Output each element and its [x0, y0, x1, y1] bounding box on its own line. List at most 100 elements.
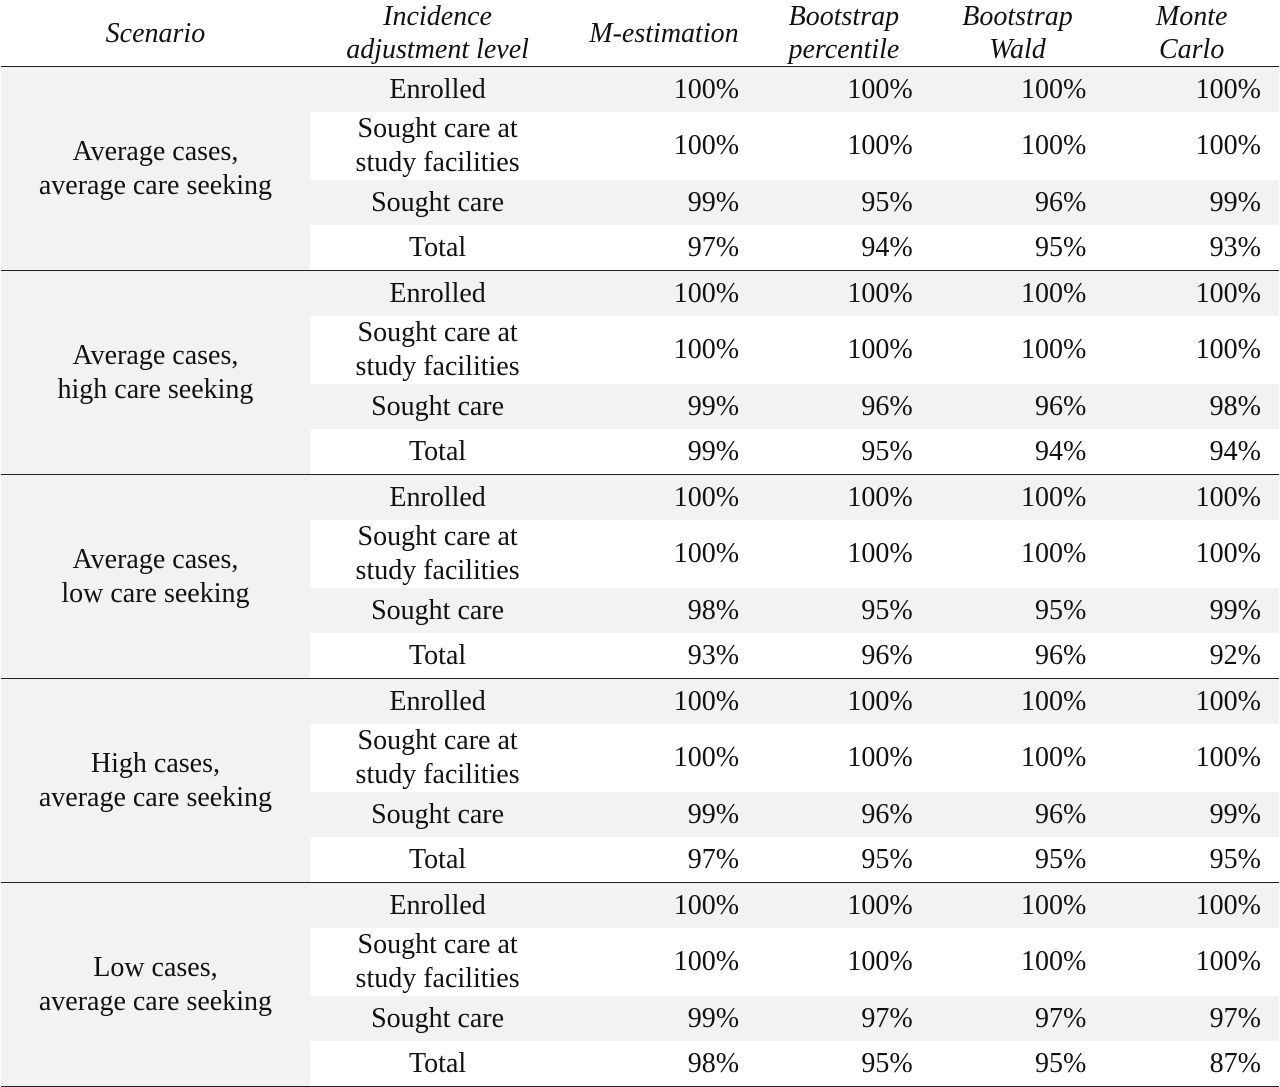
value-cell-m-estimation: 100% — [565, 270, 758, 316]
level-cell-sought-care-at-study-facilities: Sought care at study facilities — [310, 724, 565, 792]
table-row: Sought care at study facilities 100% 100% 10… — [1, 520, 1279, 588]
table-row: Total 97% 95% 95% 95% — [1, 837, 1279, 883]
value-cell-monte-carlo: 100% — [1195, 946, 1261, 977]
table-row: Sought care at study facilities 100% 100% 10… — [1, 724, 1279, 792]
header-adjustment-level: Incidence adjustment level — [309, 0, 566, 67]
level-cell-sought-care: Sought care — [309, 588, 566, 633]
value-cell-bootstrap-percentile: 100% — [847, 946, 913, 977]
value-cell-m-estimation: 99% — [565, 384, 758, 429]
value-cell-monte-carlo: 98% — [1104, 384, 1279, 429]
level-label: study facilities — [355, 963, 520, 994]
value-cell-bootstrap-wald: 95% — [930, 1041, 1105, 1087]
value-cell-m-estimation: 100% — [673, 334, 740, 365]
value-cell-bootstrap-percentile: 97% — [757, 996, 931, 1041]
scenario-label: high care seeking — [57, 373, 254, 405]
header-m-estimation: M-estimation — [565, 0, 758, 67]
level-label: Sought care at — [357, 725, 518, 756]
value-cell-bootstrap-percentile: 100% — [847, 538, 913, 569]
value-cell-m-estimation: 99% — [565, 792, 758, 837]
level-label: study facilities — [355, 555, 520, 586]
value-cell-bootstrap-percentile: 94% — [757, 225, 931, 271]
level-cell-total: Total — [309, 837, 566, 883]
value-cell-monte-carlo: 95% — [1104, 837, 1279, 883]
level-label: Total — [409, 639, 467, 671]
level-label: Total — [409, 435, 467, 467]
table-row: Average cases, low care seeking Enrolled 10… — [1, 474, 1279, 679]
scenario-label: average care seeking — [38, 985, 273, 1017]
value-cell-bootstrap-percentile: 100% — [847, 334, 913, 365]
table-row: Sought care 98% 95% 95% 99% — [1, 588, 1279, 633]
table-row: Total 98% 95% 95% 87% — [1, 1041, 1279, 1087]
header-scenario: Scenario — [1, 0, 310, 67]
value-cell-m-estimation: 100% — [673, 538, 740, 569]
table-row: Sought care at study facilities 100% 100% 10… — [1, 112, 1279, 180]
value-cell-bootstrap-percentile: 96% — [757, 792, 931, 837]
level-label: Total — [409, 231, 467, 263]
level-cell-sought-care: Sought care — [309, 792, 566, 837]
level-label: Sought care — [371, 390, 505, 422]
value-cell-bootstrap-percentile: 100% — [757, 678, 931, 724]
value-cell-monte-carlo: 100% — [1195, 742, 1261, 773]
level-label: study facilities — [355, 351, 520, 382]
table-row: Sought care 99% 95% 96% 99% — [1, 180, 1279, 225]
value-cell-bootstrap-percentile: 95% — [757, 588, 931, 633]
level-cell-sought-care: Sought care — [309, 180, 566, 225]
table-row: Total 93% 96% 96% 92% — [1, 633, 1279, 679]
scenario-label: Average cases, — [72, 543, 239, 575]
value-cell-bootstrap-percentile: 100% — [757, 882, 931, 928]
level-cell-sought-care-at-study-facilities: Sought care at study facilities — [310, 112, 565, 180]
value-cell-monte-carlo: 94% — [1104, 429, 1279, 475]
header-bootstrap-wald: Bootstrap Wald — [930, 0, 1105, 67]
value-cell-monte-carlo: 100% — [1195, 130, 1261, 161]
value-cell-m-estimation: 100% — [565, 882, 758, 928]
value-cell-bootstrap-wald: 95% — [930, 588, 1105, 633]
level-label: Sought care — [371, 798, 505, 830]
value-cell-bootstrap-percentile: 100% — [847, 742, 913, 773]
level-label: Enrolled — [389, 685, 486, 717]
value-cell-m-estimation: 99% — [565, 996, 758, 1041]
level-label: Sought care — [371, 186, 505, 218]
level-cell-sought-care-at-study-facilities: Sought care at study facilities — [310, 316, 565, 384]
value-cell-bootstrap-wald: 100% — [930, 66, 1105, 112]
table-row: Total 97% 94% 95% 93% — [1, 225, 1279, 271]
value-cell-bootstrap-wald: 100% — [930, 678, 1105, 724]
level-cell-total: Total — [309, 633, 566, 679]
scenario-cell: High cases, average care seeking — [1, 678, 310, 883]
level-cell-total: Total — [309, 429, 566, 475]
table-row: Sought care 99% 97% 97% 97% — [1, 996, 1279, 1041]
value-cell-bootstrap-percentile: 96% — [757, 384, 931, 429]
table-row: Total 99% 95% 94% 94% — [1, 429, 1279, 475]
value-cell-bootstrap-wald: 97% — [930, 996, 1105, 1041]
table-row: Sought care at study facilities 100% 100% 10… — [1, 316, 1279, 384]
value-cell-bootstrap-percentile: 100% — [757, 270, 931, 316]
scenario-cell: Average cases, low care seeking — [1, 474, 310, 679]
level-label: Enrolled — [389, 889, 486, 921]
value-cell-bootstrap-percentile: 95% — [757, 837, 931, 883]
level-cell-sought-care-at-study-facilities: Sought care at study facilities — [310, 520, 565, 588]
value-cell-m-estimation: 97% — [565, 837, 758, 883]
level-label: Enrolled — [389, 277, 486, 309]
value-cell-bootstrap-wald: 96% — [930, 633, 1105, 679]
scenario-label: average care seeking — [38, 169, 273, 201]
table-row: High cases, average care seeking Enrolled 1… — [1, 678, 1279, 883]
level-cell-enrolled: Enrolled — [309, 882, 566, 928]
value-cell-bootstrap-wald: 100% — [1021, 538, 1087, 569]
value-cell-bootstrap-percentile: 95% — [757, 180, 931, 225]
value-cell-bootstrap-wald: 95% — [930, 225, 1105, 271]
value-cell-monte-carlo: 99% — [1104, 792, 1279, 837]
value-cell-m-estimation: 100% — [565, 66, 758, 112]
value-cell-m-estimation: 100% — [673, 130, 740, 161]
value-cell-bootstrap-wald: 94% — [930, 429, 1105, 475]
level-cell-total: Total — [309, 225, 566, 271]
scenario-label: High cases, — [90, 747, 220, 779]
value-cell-monte-carlo: 100% — [1104, 66, 1279, 112]
value-cell-monte-carlo: 100% — [1195, 334, 1261, 365]
value-cell-bootstrap-wald: 100% — [930, 474, 1105, 520]
level-label: Sought care — [371, 594, 505, 626]
value-cell-bootstrap-wald: 95% — [930, 837, 1105, 883]
value-cell-bootstrap-wald: 100% — [1021, 334, 1087, 365]
table-row: Average cases, average care seeking Enroll… — [1, 66, 1279, 271]
value-cell-m-estimation: 100% — [673, 946, 740, 977]
level-label: Enrolled — [389, 73, 486, 105]
scenario-label: Average cases, — [72, 135, 239, 167]
